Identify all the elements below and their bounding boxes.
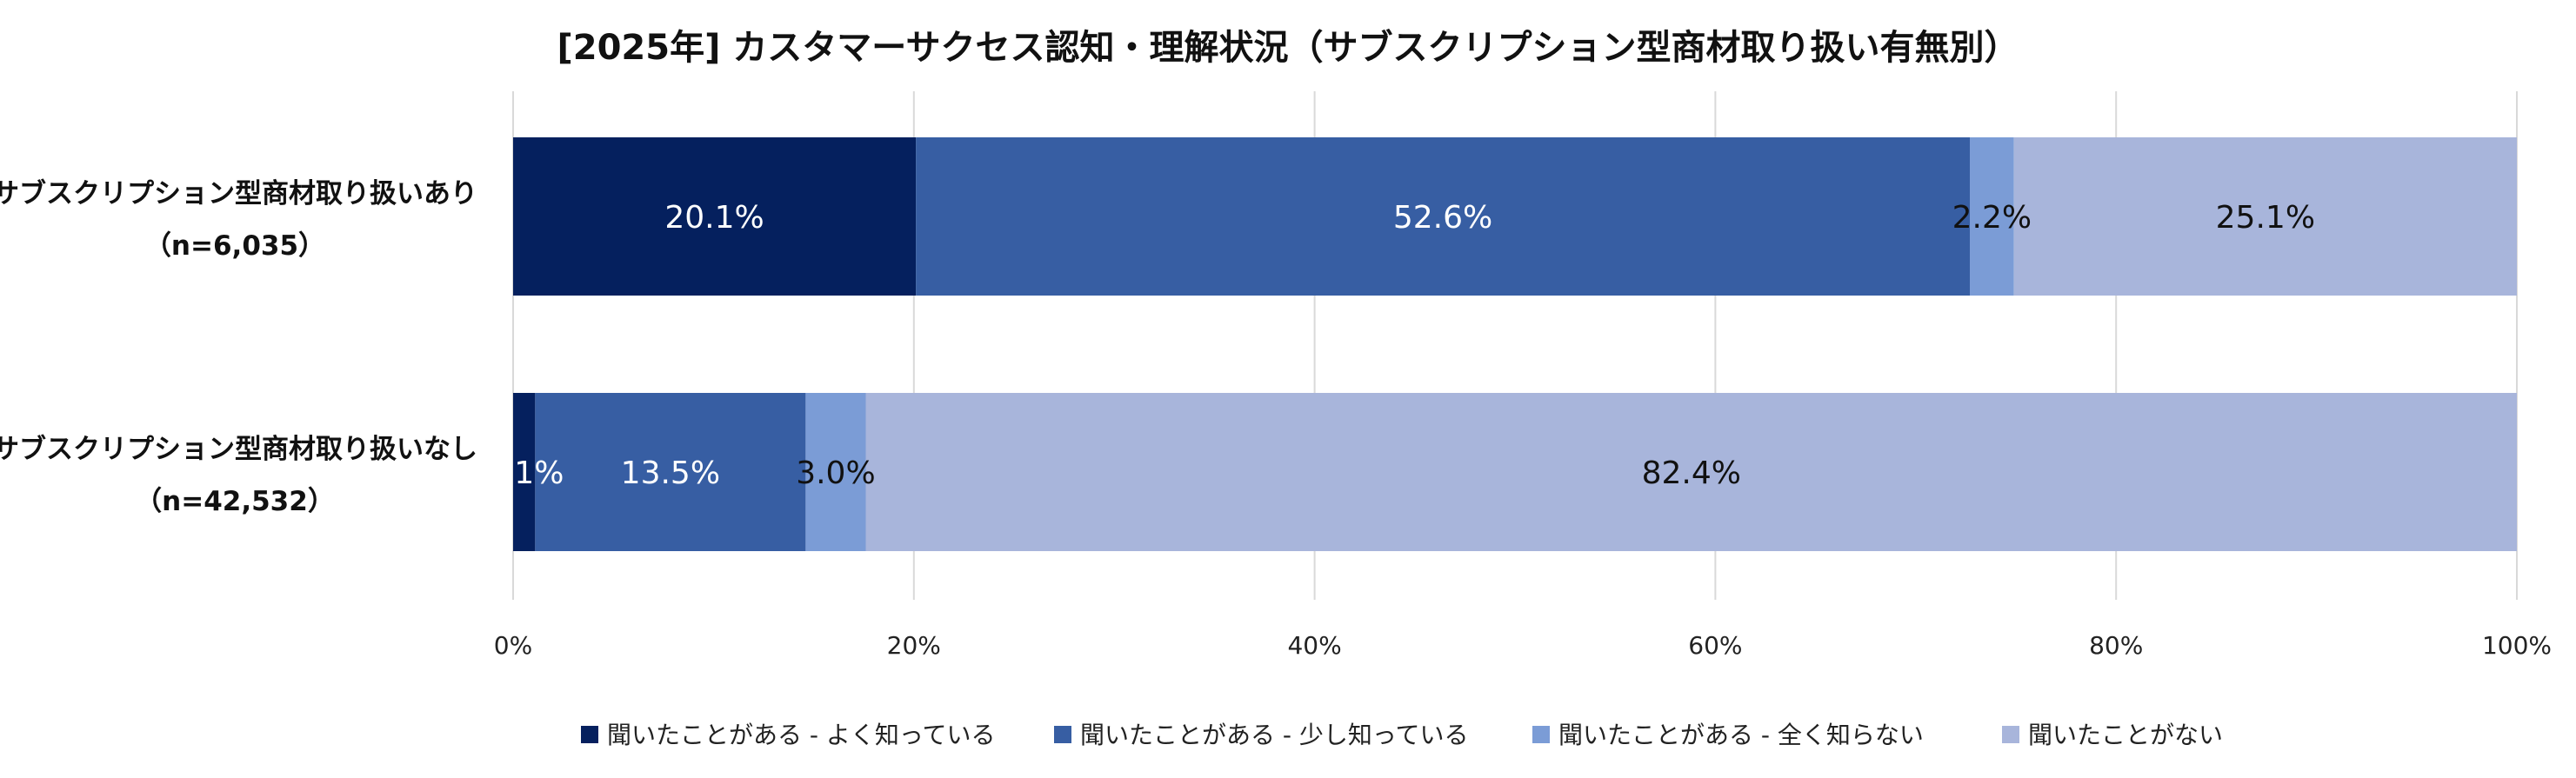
legend-label: 聞いたことがない	[2028, 721, 2223, 749]
data-label: 1.1%	[484, 455, 564, 491]
category-sample-size: （n=6,035）	[144, 230, 325, 262]
bars	[513, 137, 2517, 551]
category-labels: サブスクリプション型商材取り扱いあり （n=6,035） サブスクリプション型商材取…	[0, 178, 477, 517]
legend-swatch	[1532, 726, 1550, 743]
data-label: 2.2%	[1952, 200, 2032, 236]
data-label: 82.4%	[1642, 455, 1741, 491]
data-label: 20.1%	[664, 200, 764, 236]
x-tick-label: 60%	[1688, 631, 1742, 660]
legend-label: 聞いたことがある - 全く知らない	[1558, 721, 1924, 749]
chart-title: [2025年] カスタマーサクセス認知・理解状況（サブスクリプション型商材取り扱…	[557, 28, 2019, 68]
legend-label: 聞いたことがある - 少し知っている	[1080, 721, 1469, 749]
data-labels: 20.1% 52.6% 2.2% 25.1% 1.1% 13.5% 3.0% 82.4%	[484, 200, 2315, 491]
data-label: 13.5%	[621, 455, 720, 491]
legend-swatch	[2002, 726, 2019, 743]
legend-label: 聞いたことがある - よく知っている	[607, 721, 996, 749]
data-label: 25.1%	[2216, 200, 2315, 236]
x-tick-label: 80%	[2089, 631, 2143, 660]
data-label: 52.6%	[1393, 200, 1492, 236]
bar-segment	[805, 393, 866, 551]
category-sample-size: （n=42,532）	[135, 486, 335, 517]
bar-segment	[1970, 137, 2014, 296]
bar-segment	[2013, 137, 2517, 296]
x-tick-label: 20%	[887, 631, 941, 660]
data-label: 3.0%	[796, 455, 875, 491]
x-tick-label: 100%	[2482, 631, 2552, 660]
bar-segment	[513, 393, 536, 551]
x-tick-label: 0%	[494, 631, 532, 660]
x-axis-ticks: 0% 20% 40% 60% 80% 100%	[494, 631, 2552, 660]
x-tick-label: 40%	[1287, 631, 1341, 660]
legend: 聞いたことがある - よく知っている 聞いたことがある - 少し知っている 聞いたこ…	[581, 721, 2223, 749]
bar-segment	[513, 137, 917, 296]
bar-segment	[535, 393, 806, 551]
category-label: サブスクリプション型商材取り扱いあり	[0, 178, 477, 209]
category-label: サブスクリプション型商材取り扱いなし	[0, 434, 477, 465]
legend-swatch	[1054, 726, 1071, 743]
legend-swatch	[581, 726, 598, 743]
bar-segment	[916, 137, 1971, 296]
bar-segment	[865, 393, 2517, 551]
